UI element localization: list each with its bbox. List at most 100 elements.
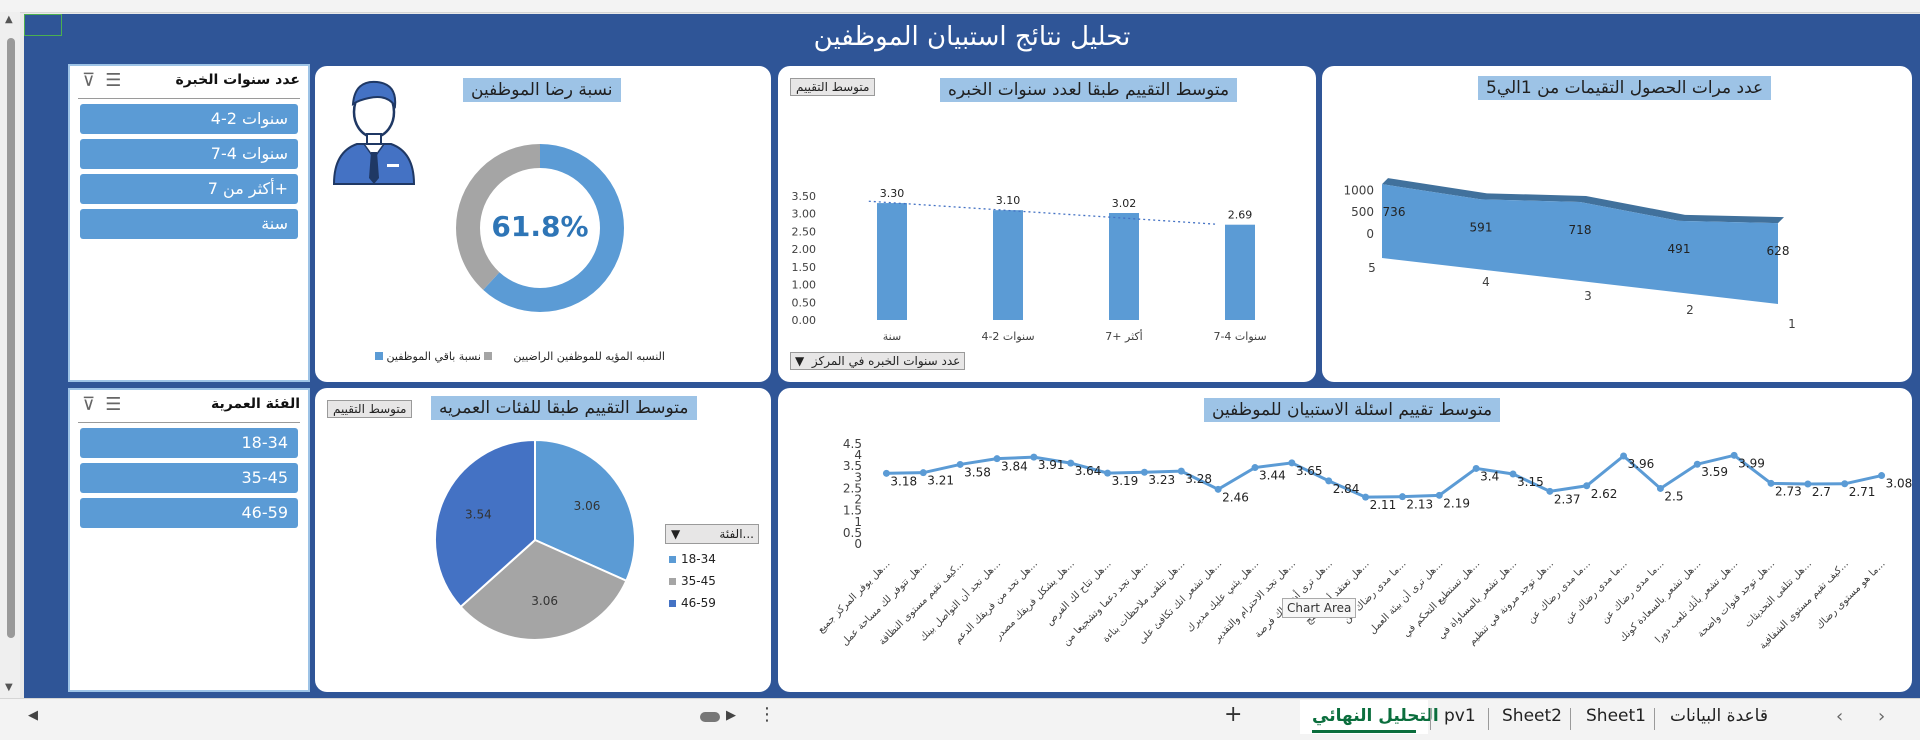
line-value-label: 3.65 (1296, 464, 1323, 478)
tab-nav-right-icon[interactable]: › (1878, 706, 1886, 727)
experience-bar-card[interactable]: متوسط التقييم متوسط التقييم طبقا لعدد سن… (778, 66, 1316, 382)
age-slicer-title: الفئة العمرية (210, 396, 300, 412)
tab-nav-left-icon[interactable]: ‹ (1836, 706, 1844, 727)
experience-slicer-item[interactable]: سنوات 2-4 (80, 104, 298, 134)
average-rating-field-button[interactable]: متوسط التقييم (790, 78, 876, 96)
questions-line-card[interactable]: متوسط تقييم اسئلة الاستبيان للموظفين 0 0.… (778, 388, 1912, 692)
line-point (1177, 467, 1185, 475)
line-value-label: 3.64 (1075, 464, 1102, 478)
satisfaction-card[interactable]: نسبة رضا الموظفين 61.8% النسبه المؤيه لل… (315, 66, 771, 382)
line-point (919, 469, 927, 477)
line-value-label: 3.91 (1038, 458, 1065, 472)
dashboard-title: تحليل نتائج استبيان الموظفين (813, 22, 1131, 52)
horizontal-scroll-thumb[interactable] (700, 712, 720, 722)
age-slicer: الفئة العمرية ⊽☰ 18-34 35-45 46-59 (68, 388, 310, 692)
pie-value-label: 3.06 (574, 499, 601, 513)
y-tick-label: 4 (854, 448, 862, 462)
scroll-up-icon[interactable]: ▲ (5, 14, 13, 25)
line-point (993, 455, 1001, 463)
y-tick-label: 1.50 (792, 261, 817, 274)
multi-select-icon[interactable]: ☰ (105, 70, 132, 91)
clear-filter-icon[interactable]: ⊽ (82, 394, 106, 415)
area-top-surface (1382, 178, 1784, 224)
ratings-chart-title: عدد مرات الحصول التقيمات من 1الي5 (1478, 76, 1772, 100)
line-point (1435, 491, 1443, 499)
dropdown-arrow-icon: ▼ (671, 527, 681, 541)
y-tick-label: 3.5 (843, 459, 862, 473)
x-tick-label: 1 (1788, 317, 1796, 331)
ratings-area-card[interactable]: عدد مرات الحصول التقيمات من 1الي5 0 500 10… (1322, 66, 1912, 382)
more-options-icon[interactable]: ⋮ (758, 704, 776, 725)
age-slicer-item[interactable]: 18-34 (80, 428, 298, 458)
average-rating-field-button[interactable]: متوسط التقييم (327, 400, 413, 418)
x-tick-label: ما مدى رضاك عن... (1562, 558, 1629, 625)
y-tick-label: 0 (1366, 227, 1374, 241)
bar (877, 203, 907, 320)
age-legend-dropdown[interactable]: الفئة... ▼ (665, 524, 759, 544)
experience-bar-chart[interactable]: 0.00 0.50 1.00 1.50 2.00 2.50 3.00 3.50 3.30 سنة 3… (778, 66, 1316, 382)
line-value-label: 2.11 (1370, 498, 1397, 512)
x-tick-label: ما هو مستوى رضاك... (1814, 558, 1887, 631)
toolbar-strip (0, 0, 1920, 13)
satisfaction-donut-chart[interactable]: 61.8% (415, 116, 665, 338)
experience-slicer-item[interactable]: سنة (80, 209, 298, 239)
line-value-label: 2.84 (1333, 482, 1360, 496)
age-slicer-item[interactable]: 35-45 (80, 463, 298, 493)
y-tick-label: 4.5 (843, 437, 862, 451)
line-point (1067, 459, 1075, 467)
tab-final-analysis[interactable]: التحليل النهائي (1312, 706, 1439, 726)
employee-icon (332, 80, 416, 185)
line-value-label: 2.37 (1554, 492, 1581, 506)
y-tick-label: 1.5 (843, 504, 862, 518)
satisfaction-percent: 61.8% (491, 210, 588, 243)
line-point (1620, 452, 1628, 460)
tab-sheet1[interactable]: Sheet1 (1586, 706, 1646, 726)
vertical-scrollbar[interactable]: ▲ ▼ (0, 12, 20, 698)
legend-swatch (669, 578, 676, 585)
legend-satisfied: النسبه المؤيه للموظفين الراضيين (513, 350, 665, 363)
line-value-label: 2.5 (1664, 489, 1683, 503)
age-pie-chart[interactable]: 3.06 3.06 3.54 (315, 388, 771, 692)
line-value-label: 2.13 (1406, 498, 1433, 512)
tab-sheet2[interactable]: Sheet2 (1502, 706, 1562, 726)
ratings-area-chart[interactable]: 0 500 1000 736 5 591 4 718 3 491 2 628 1 (1322, 66, 1912, 382)
tab-database[interactable]: قاعدة البيانات (1670, 706, 1768, 726)
satisfaction-title: نسبة رضا الموظفين (463, 78, 621, 102)
clear-filter-icon[interactable]: ⊽ (82, 70, 106, 91)
experience-filter-dropdown[interactable]: ▼ عدد سنوات الخبره في المركز (790, 352, 966, 370)
age-legend: 18-34 35-45 46-59 (669, 552, 716, 618)
pie-slice (534, 438, 636, 583)
area-value-label: 491 (1668, 242, 1691, 256)
age-legend-item: 35-45 (669, 574, 716, 588)
age-slicer-item[interactable]: 46-59 (80, 498, 298, 528)
line-point (1767, 479, 1775, 487)
x-tick-label: هل يثني عليك مديرك... (1185, 558, 1261, 634)
line-value-label: 2.71 (1849, 485, 1876, 499)
line-value-label: 3.15 (1517, 475, 1544, 489)
scrollbar-thumb[interactable] (7, 38, 15, 638)
line-point (1804, 480, 1812, 488)
experience-slicer-item[interactable]: أكثر من 7+ (80, 174, 298, 204)
area-value-label: 736 (1383, 205, 1406, 219)
tab-pv1[interactable]: pv1 (1444, 706, 1476, 726)
sheet-tabs-bar (0, 698, 1920, 740)
line-value-label: 3.58 (964, 465, 991, 479)
scroll-left-icon[interactable]: ◀ (28, 708, 38, 723)
line-value-label: 3.21 (927, 474, 954, 488)
dropdown-arrow-icon: ▼ (795, 354, 805, 368)
x-tick-label: هل تتلقى التحديثات... (1743, 558, 1814, 629)
x-tick-label: هل تتاح لك الفرص... (1044, 558, 1113, 627)
line-value-label: 2.19 (1443, 496, 1470, 510)
y-tick-label: 2.5 (843, 481, 862, 495)
multi-select-icon[interactable]: ☰ (105, 394, 132, 415)
scroll-down-icon[interactable]: ▼ (5, 682, 13, 693)
add-sheet-button[interactable]: + (1224, 702, 1243, 727)
legend-swatch (669, 556, 676, 563)
age-pie-card[interactable]: متوسط التقييم متوسط التقييم طبقا للفئات … (315, 388, 771, 692)
selected-cell[interactable] (24, 14, 62, 36)
experience-slicer-item[interactable]: سنوات 4-7 (80, 139, 298, 169)
scroll-right-icon[interactable]: ▶ (726, 708, 736, 723)
bar-value-label: 3.02 (1112, 197, 1137, 210)
pie-slice (434, 438, 536, 609)
